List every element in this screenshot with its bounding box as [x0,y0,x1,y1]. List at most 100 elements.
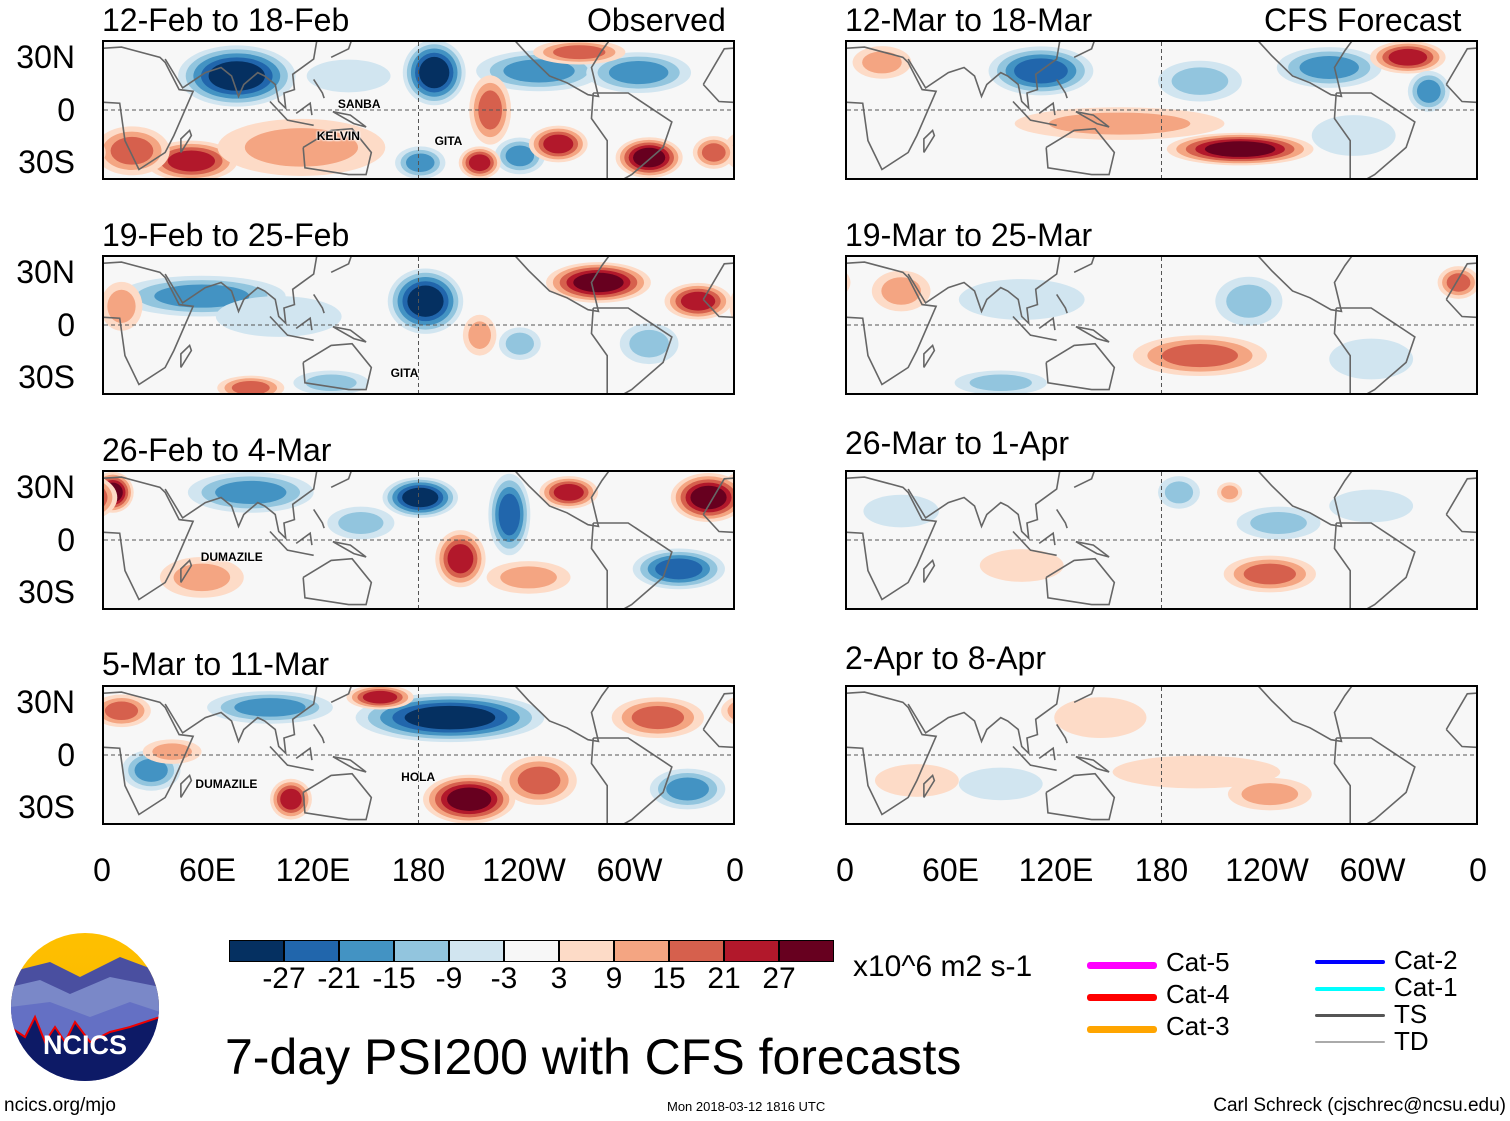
coastline [296,533,312,545]
lon-tick-label: 120W [482,852,566,888]
anomaly-contour [1221,485,1239,500]
anomaly-contour [666,777,709,801]
lon-tick-label: 120E [275,852,351,888]
anomaly-contour [1311,115,1396,156]
coastline [1334,308,1414,393]
anomaly-contour [862,51,902,74]
map-panel [845,470,1478,610]
lon-tick-label: 0 [1469,852,1487,888]
anomaly-contour [244,128,359,167]
anomaly-contour [553,45,606,60]
coastline [104,477,193,599]
coastline [270,102,314,126]
anomaly-contour [1204,141,1276,157]
coastline [847,692,936,814]
anomaly-contour [419,56,450,89]
footer-url[interactable]: ncics.org/mjo [4,1095,116,1116]
coastline [104,47,193,169]
coastline [181,775,191,797]
coastline [165,472,317,538]
anomaly-contour [573,272,624,293]
coastline [847,262,936,384]
coastline [331,42,352,57]
anomaly-contour [979,549,1064,582]
anomaly-contour [468,154,491,172]
colorbar-swatch [229,940,284,962]
coastline [1039,748,1055,760]
anomaly-contour [152,743,192,760]
coastline [1057,294,1067,313]
coastline [331,687,352,702]
storm-label: GITA [434,133,463,148]
observed-header: Observed [587,2,726,38]
coastline [924,560,934,582]
coastline [270,747,314,771]
anomaly-contour [215,480,287,504]
lat-tick-label: 0 [57,522,75,558]
anomaly-contour [134,758,168,782]
lon-tick-label: 0 [726,852,744,888]
panel-title: 5-Mar to 11-Mar [102,646,330,682]
anomaly-contour [104,701,139,721]
anomaly-contour [958,279,1085,320]
storm-label: SANBA [337,97,381,111]
coastline [1076,542,1109,557]
coastline [296,103,312,115]
anomaly-contour [208,61,265,91]
coastline [1046,559,1114,605]
coastline [1076,757,1109,772]
coastline [703,262,733,384]
anomaly-contour [280,788,302,810]
anomaly-contour [701,143,726,162]
legend-label: Cat-4 [1166,979,1230,1009]
coastline [591,523,671,608]
coastline [314,79,324,98]
legend-line [1315,1014,1385,1017]
anomaly-contour [447,544,474,574]
panel-title: 2-Apr to 8-Apr [845,640,1046,676]
colorbar-swatch [669,940,724,962]
anomaly-contour [107,289,136,323]
lat-tick-label: 30S [18,359,75,395]
panel-title: 12-Mar to 18-Mar [845,2,1093,38]
storm-label: HOLA [401,770,436,784]
coastline [270,532,314,556]
coastline [591,93,671,178]
anomaly-contour [680,291,716,311]
anomaly-contour [1241,783,1299,806]
coastline [847,477,936,599]
anomaly-contour [305,374,357,392]
legend-line [1315,1041,1385,1043]
anomaly-contour [468,321,491,349]
coastline [1446,692,1476,814]
map-panel: DUMAZILE HOLA [102,685,735,825]
anomaly-contour [498,493,521,536]
lat-tick-label: 30S [18,144,75,180]
legend-line [1087,962,1157,969]
anomaly-contour [405,153,435,172]
legend-label: TS [1394,999,1428,1029]
colorbar-units: x10^6 m2 s-1 [853,950,1033,983]
lon-tick-label: 60W [1339,852,1406,888]
anomaly-contour [447,787,492,811]
legend-label: Cat-3 [1166,1011,1230,1041]
anomaly-contour [500,566,557,589]
coastline [1057,724,1067,743]
coastline [303,129,371,175]
anomaly-contour [1329,489,1414,523]
coastline [1258,472,1354,526]
coastline [1446,47,1476,169]
colorbar-label: 27 [762,962,796,995]
anomaly-contour [1226,284,1272,318]
coastline [303,344,371,390]
coastline [1039,318,1055,330]
coastline [515,472,611,526]
coastline [924,130,934,152]
map-panel [845,40,1478,180]
coastline [104,262,193,384]
anomaly-contour [104,483,113,512]
anomaly-contour [727,702,733,720]
panel-title: 19-Mar to 25-Mar [845,217,1093,253]
coastline [270,317,314,341]
lon-tick-label: 120E [1018,852,1094,888]
